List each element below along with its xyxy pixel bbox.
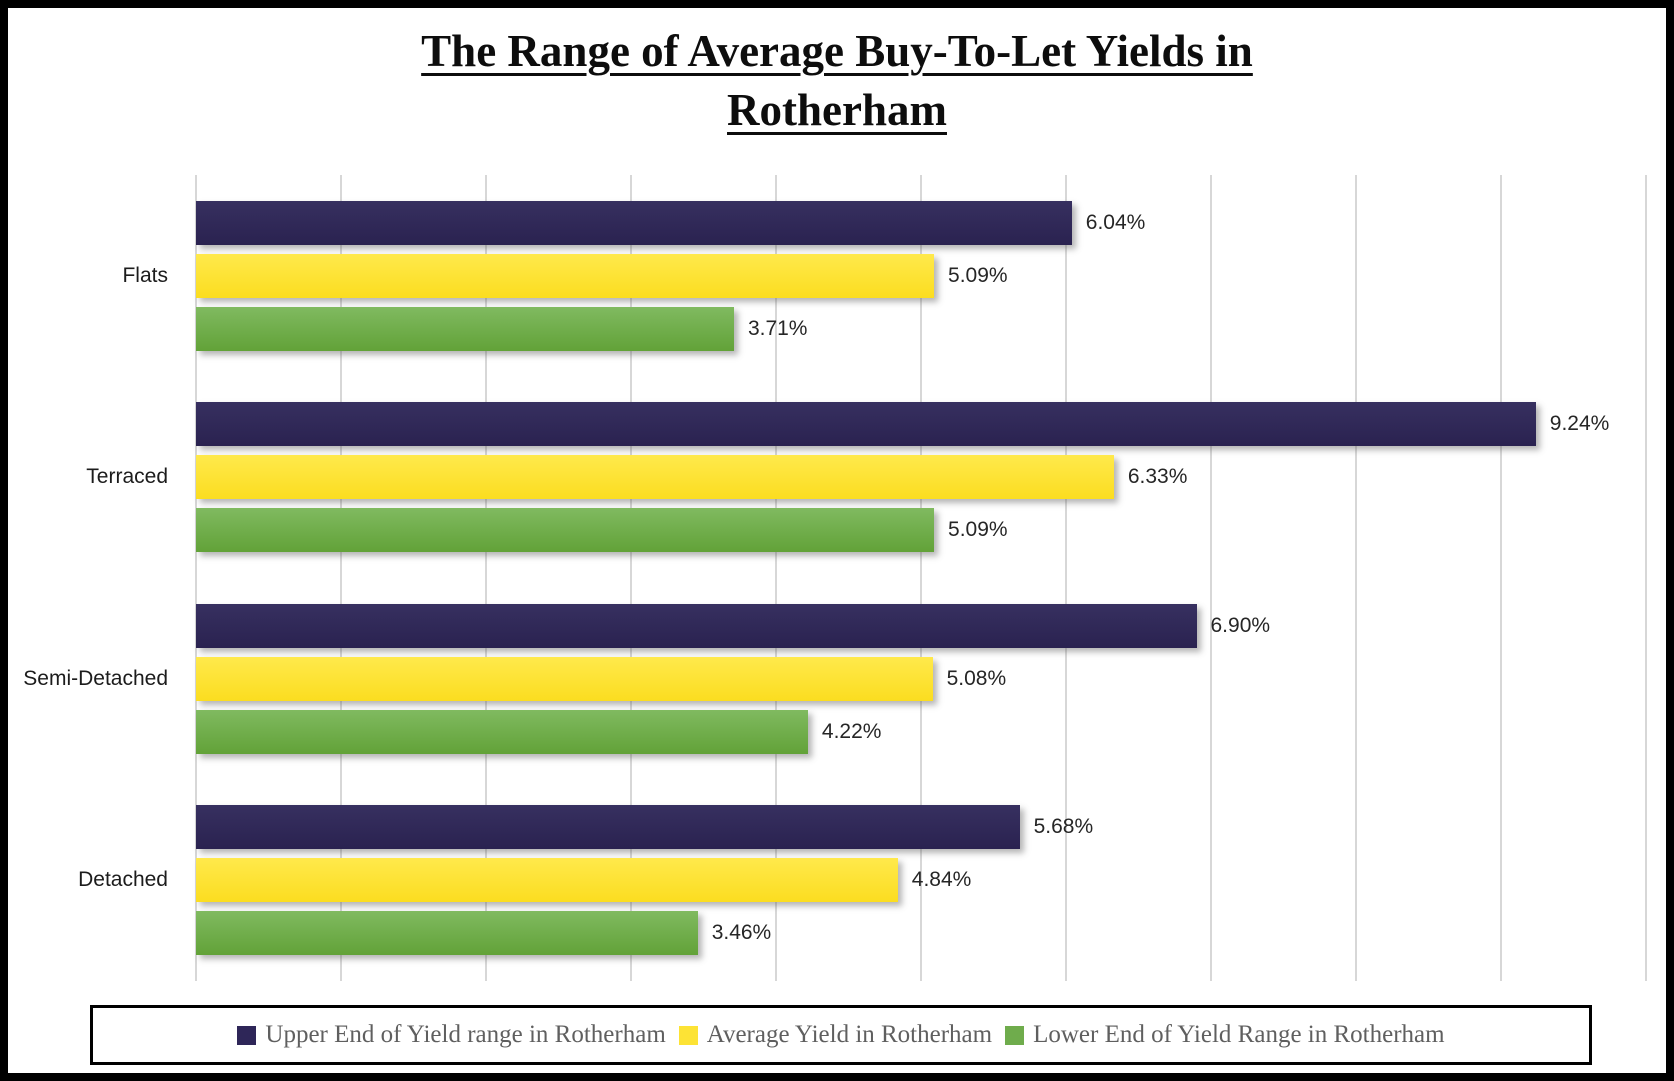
chart-title-line1: The Range of Average Buy-To-Let Yields i… — [421, 26, 1253, 76]
legend-label: Upper End of Yield range in Rotherham — [265, 1021, 666, 1048]
data-label: 4.84% — [911, 868, 972, 892]
gridline — [775, 175, 777, 981]
category-band: Detached 5.68% 4.84% 3.46% — [78, 780, 1646, 982]
gridline — [920, 175, 922, 981]
legend-label: Average Yield in Rotherham — [706, 1021, 993, 1048]
bar — [196, 709, 808, 754]
gridline — [1210, 175, 1212, 981]
data-label: 3.46% — [711, 921, 772, 945]
legend-label: Lower End of Yield Range in Rotherham — [1033, 1021, 1445, 1048]
category-label: Flats — [122, 263, 168, 287]
bar-row: 6.33% — [196, 455, 1646, 500]
plot-area: Flats 6.04% 5.09% 3.71% Terraced 9.24% 6.33% 5.… — [23, 175, 1647, 982]
category-label: Terraced — [86, 465, 168, 489]
chart-title: The Range of Average Buy-To-Let Yields i… — [8, 22, 1666, 141]
data-label: 5.09% — [948, 263, 1008, 287]
legend-swatch-icon — [678, 1025, 698, 1045]
gridline — [1065, 175, 1067, 981]
data-label: 5.08% — [946, 666, 1007, 690]
data-label: 9.24% — [1549, 412, 1610, 436]
category-label: Semi-Detached — [23, 666, 168, 690]
legend-item: Average Yield in Rotherham — [678, 1021, 993, 1049]
bar-row: 4.84% — [196, 858, 1646, 903]
gridline — [485, 175, 487, 981]
bar-row: 6.90% — [196, 603, 1646, 648]
data-label: 3.71% — [747, 316, 808, 340]
category-band: Terraced 9.24% 6.33% 5.09% — [86, 377, 1646, 579]
data-label: 5.09% — [948, 518, 1008, 542]
bar — [196, 603, 1197, 648]
bar — [196, 805, 1020, 850]
bar-row: 5.08% — [196, 656, 1646, 701]
bar-row: 3.46% — [196, 911, 1646, 956]
gridline — [195, 175, 197, 981]
bar — [196, 402, 1536, 447]
bar-row: 5.68% — [196, 805, 1646, 850]
bar-row: 4.22% — [196, 709, 1646, 754]
data-label: 6.33% — [1127, 465, 1188, 489]
data-label: 4.22% — [821, 719, 882, 743]
chart-title-line2: Rotherham — [727, 85, 947, 136]
legend-item: Lower End of Yield Range in Rotherham — [1005, 1021, 1445, 1049]
legend-item: Upper End of Yield range in Rotherham — [237, 1021, 666, 1049]
category-band: Flats 6.04% 5.09% 3.71% — [122, 175, 1646, 377]
bar-row: 6.04% — [196, 200, 1646, 245]
data-label: 6.90% — [1210, 613, 1271, 637]
bar — [196, 858, 898, 903]
category-band: Semi-Detached 6.90% 5.08% 4.22% — [23, 578, 1646, 780]
gridline — [340, 175, 342, 981]
bar — [196, 508, 935, 553]
bar-row: 5.09% — [196, 508, 1646, 553]
gridline — [1500, 175, 1502, 981]
data-label: 6.04% — [1085, 210, 1146, 234]
bar — [196, 455, 1114, 500]
bar-row: 3.71% — [196, 306, 1646, 351]
bar — [196, 253, 935, 298]
data-label: 5.68% — [1033, 815, 1094, 839]
category-label: Detached — [78, 868, 168, 892]
legend-swatch-icon — [237, 1025, 257, 1045]
bar — [196, 200, 1072, 245]
legend-swatch-icon — [1005, 1025, 1025, 1045]
legend: Upper End of Yield range in Rotherham Ave… — [90, 1005, 1592, 1065]
bar-row: 5.09% — [196, 253, 1646, 298]
gridline — [1355, 175, 1357, 981]
bar-row: 9.24% — [196, 402, 1646, 447]
gridline — [1645, 175, 1647, 981]
bar — [196, 656, 933, 701]
bar — [196, 306, 734, 351]
gridline — [630, 175, 632, 981]
bar — [196, 911, 698, 956]
